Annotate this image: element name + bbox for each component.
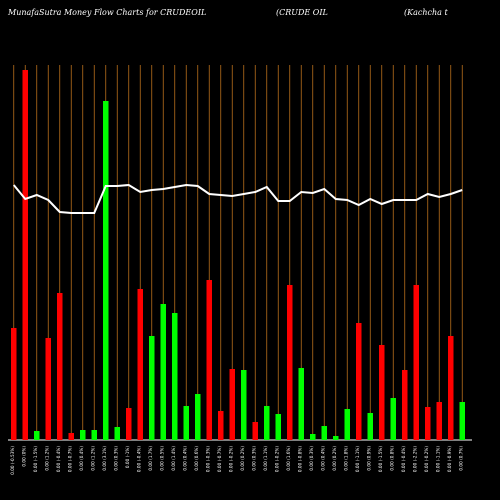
money-flow-bar (402, 370, 408, 440)
money-flow-bar (218, 411, 224, 440)
money-flow-bar (229, 369, 235, 440)
x-tick-label: 0.00 (-0.4%) (56, 446, 61, 472)
money-flow-bar (183, 406, 189, 440)
money-flow-line (12, 183, 463, 214)
money-flow-bar (275, 414, 281, 440)
money-flow-bar (356, 323, 362, 440)
x-tick-label: 0.00 (-1.5%) (378, 446, 383, 472)
x-tick-label: 0.00 (0.2%) (240, 446, 245, 471)
x-tick-labels: 0.00 (-0.53%) 0.00 (0%) 0.00 (-1.5%) 0.00 (… (10, 446, 464, 475)
money-flow-bar (22, 70, 28, 440)
money-flow-bar (264, 406, 270, 440)
x-tick-label: 0.00 (-0.7%) (67, 446, 72, 472)
money-flow-bar (45, 338, 51, 440)
x-tick-label: 0.00 (0.5%) (159, 446, 164, 471)
money-flow-bar (310, 434, 316, 440)
money-flow-bar (195, 394, 201, 440)
money-flow-bar (103, 101, 109, 440)
money-flow-bar (333, 436, 339, 440)
x-tick-label: 0.00 (1.4%) (171, 446, 176, 471)
x-tick-label: 0.00 (0.4%) (79, 446, 84, 471)
x-tick-label: 0.00 (1.6%) (286, 446, 291, 471)
money-flow-bar (126, 408, 132, 440)
money-flow-bar (172, 313, 178, 440)
money-flow-bar (298, 368, 304, 440)
money-flow-bar (413, 285, 419, 440)
x-tick-label: 0.00 (-0.2%) (228, 446, 233, 472)
x-tick-label: 0.00 (1.2%) (90, 446, 95, 471)
money-flow-bar (80, 430, 86, 440)
x-tick-label: 0.00 (-0.2%) (274, 446, 279, 472)
money-flow-bar (436, 402, 442, 440)
x-tick-label: 0.00 (-0.8%) (297, 446, 302, 472)
money-flow-bar (137, 289, 143, 440)
chart-title: MunafaSutra Money Flow Charts for CRUDEO… (8, 8, 207, 17)
money-flow-bar (57, 293, 63, 440)
money-flow-bar (252, 422, 258, 440)
x-tick-label: 0.00 (1.7%) (148, 446, 153, 471)
x-tick-label: 0.00 (-1%) (125, 446, 130, 468)
x-tick-label: 0.00 (1.8%) (343, 446, 348, 471)
money-flow-bar (91, 430, 97, 440)
money-flow-bar (34, 431, 40, 440)
bars (11, 70, 465, 440)
x-tick-label: 0.00 (0.3%) (113, 446, 118, 471)
x-tick-label: 0.00 (0.8%) (389, 446, 394, 471)
x-tick-label: 0.00 (-1.1%) (435, 446, 440, 472)
money-flow-bar (11, 328, 17, 440)
money-flow-bar (206, 280, 212, 440)
x-tick-label: 0.00 (1.2%) (44, 446, 49, 471)
money-flow-bar (321, 426, 327, 440)
x-tick-label: 0.00 (0.3%) (251, 446, 256, 471)
chart-subtitle: (CRUDE OIL (276, 8, 328, 17)
money-flow-bar (68, 433, 74, 440)
money-flow-bar (114, 427, 120, 440)
x-tick-label: 0.00 (-1.1%) (355, 446, 360, 472)
x-tick-label: 0.00 (0.4%) (182, 446, 187, 471)
x-tick-label: 0.00 (-1.5%) (33, 446, 38, 472)
x-tick-label: 0.00 (0.3%) (309, 446, 314, 471)
x-tick-label: 0.00 (1.1%) (263, 446, 268, 471)
x-tick-label: 0.00 (0.2%) (332, 446, 337, 471)
x-tick-label: 0.00 (0%) (21, 446, 26, 467)
x-tick-label: 0.00 (-0.2%) (424, 446, 429, 472)
x-tick-label: 0.00 (0.6%) (194, 446, 199, 471)
money-flow-bar (160, 304, 166, 440)
x-tick-label: 0.00 (-0.3%) (205, 446, 210, 472)
money-flow-bar (241, 370, 247, 440)
money-flow-bar (448, 336, 454, 440)
money-flow-bar (379, 345, 385, 440)
x-tick-label: 0.00 (0.9%) (366, 446, 371, 471)
x-tick-label: 0.00 (3.1%) (102, 446, 107, 471)
x-tick-label: 0.00 (-0.4%) (401, 446, 406, 472)
x-tick-label: 0.00 (-0.4%) (136, 446, 141, 472)
money-flow-bar (459, 402, 465, 440)
money-flow-bar (367, 413, 373, 440)
money-flow-bar (425, 407, 431, 440)
money-flow-bar (287, 285, 293, 440)
x-tick-label: 0.00 (0.7%) (458, 446, 463, 471)
money-flow-line-group (12, 183, 463, 214)
x-tick-label: 0.00 (-0.53%) (10, 446, 15, 475)
x-tick-label: 0.00 (-2.2%) (412, 446, 417, 472)
chart-subtitle-right: (Kachcha t (404, 8, 448, 17)
x-tick-label: 0.00 (0.4%) (320, 446, 325, 471)
money-flow-bar (149, 336, 155, 440)
money-flow-bar (390, 398, 396, 440)
x-tick-label: 0.00 (-0.7%) (217, 446, 222, 472)
money-flow-bar (344, 409, 350, 440)
x-tick-label: 0.00 (-0.9%) (447, 446, 452, 472)
